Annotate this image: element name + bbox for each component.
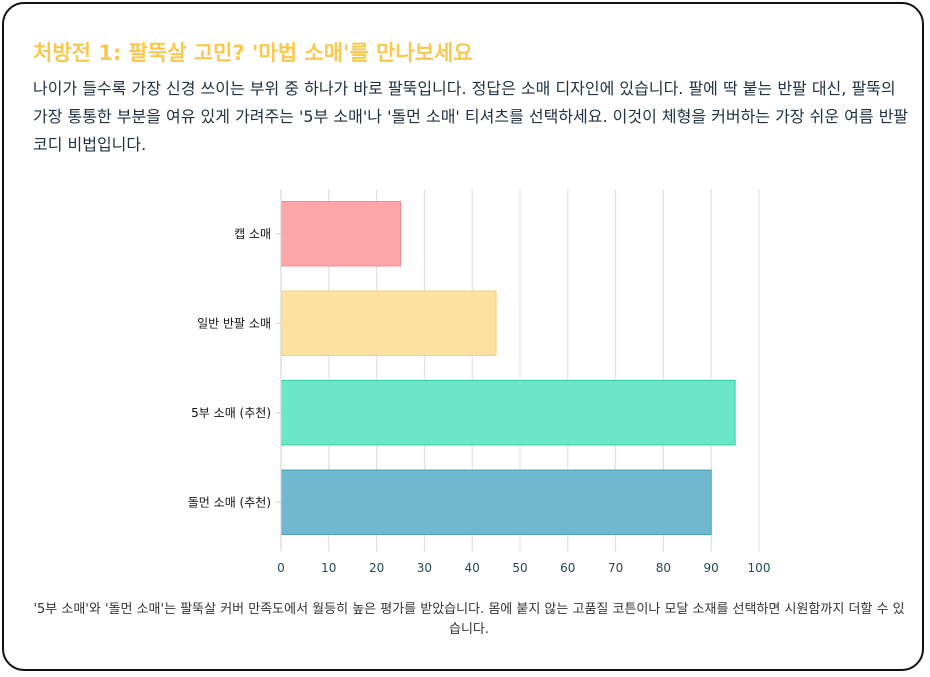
bars bbox=[280, 201, 736, 535]
card-description: 나이가 들수록 가장 신경 쓰이는 부위 중 하나가 바로 팔뚝입니다. 정답은… bbox=[33, 79, 909, 154]
x-tick-label: 60 bbox=[560, 561, 575, 575]
x-tick-label: 100 bbox=[748, 561, 771, 575]
x-tick-label: 80 bbox=[656, 561, 671, 575]
x-tick-label: 40 bbox=[465, 561, 480, 575]
card-title: 처방전 1: 팔뚝살 고민? '마법 소매'를 만나보세요 bbox=[33, 41, 473, 65]
bar bbox=[280, 201, 401, 267]
x-tick-label: 70 bbox=[608, 561, 623, 575]
x-tick-label: 10 bbox=[321, 561, 336, 575]
y-tick-label: 5부 소매 (추천) bbox=[191, 405, 271, 420]
y-tick-label: 일반 반팔 소매 bbox=[197, 316, 271, 330]
x-tick-label: 90 bbox=[704, 561, 719, 575]
x-tick-label: 0 bbox=[277, 561, 285, 575]
chart-note: '5부 소매'와 '돌먼 소매'는 팔뚝살 커버 만족도에서 월등히 높은 평가… bbox=[33, 602, 905, 637]
bar bbox=[280, 469, 712, 535]
bar bbox=[280, 380, 736, 446]
y-tick-label: 돌먼 소매 (추천) bbox=[188, 494, 271, 509]
bar bbox=[280, 290, 497, 356]
info-card: 처방전 1: 팔뚝살 고민? '마법 소매'를 만나보세요 나이가 들수록 가장… bbox=[2, 2, 924, 671]
x-tick-label: 50 bbox=[512, 561, 527, 575]
x-tick-label: 20 bbox=[369, 561, 384, 575]
x-tick-label: 30 bbox=[417, 561, 432, 575]
y-tick-label: 캡 소매 bbox=[234, 227, 271, 241]
